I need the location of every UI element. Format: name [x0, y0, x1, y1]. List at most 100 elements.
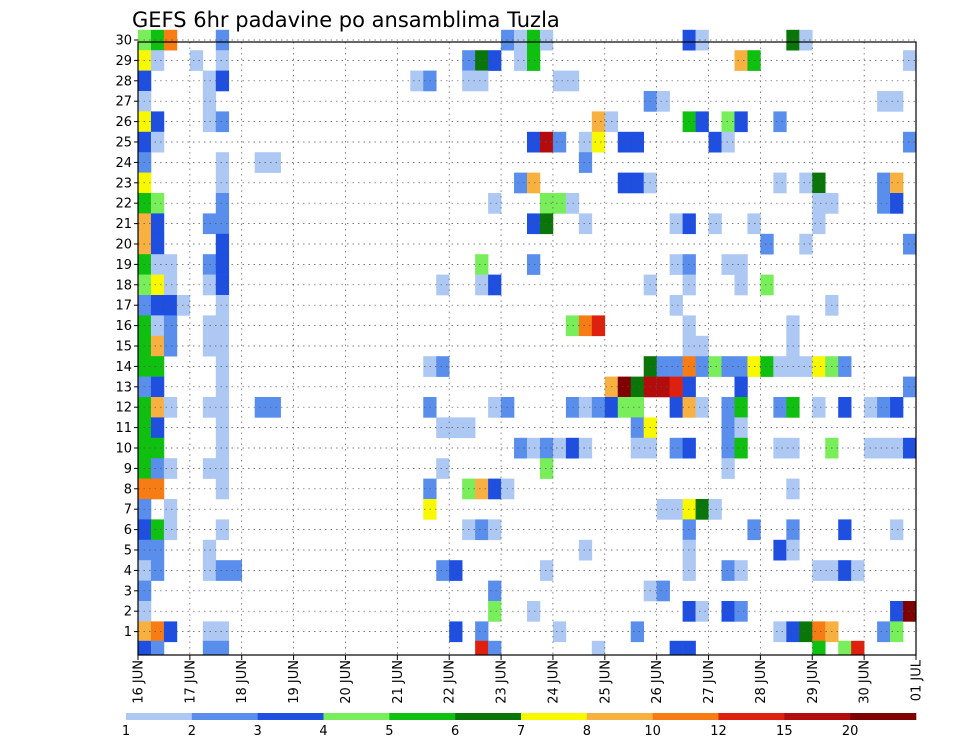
legend-label: 2: [188, 724, 196, 739]
heatmap-cell: [514, 172, 528, 194]
heatmap-cell: [669, 295, 683, 316]
heatmap-cell: [630, 621, 644, 643]
heatmap-cell: [539, 29, 554, 51]
heatmap-cell: [514, 50, 528, 71]
legend-swatch: [586, 713, 653, 720]
heatmap-cell: [851, 560, 865, 581]
heatmap-cell: [877, 397, 891, 418]
y-tick-label: 20: [115, 238, 132, 253]
y-tick-label: 8: [124, 482, 132, 497]
heatmap-cell: [812, 640, 826, 655]
heatmap-cell: [475, 70, 489, 92]
heatmap-cell: [163, 519, 178, 541]
heatmap-cell: [150, 417, 165, 439]
heatmap-cell: [475, 254, 489, 275]
heatmap-cell: [773, 172, 787, 194]
heatmap-cell: [734, 417, 748, 439]
heatmap-cell: [527, 213, 541, 235]
x-tick-label: 21 JUN: [391, 660, 406, 704]
heatmap-cell: [215, 29, 230, 51]
heatmap-cell: [734, 376, 748, 398]
legend-swatch: [257, 713, 324, 720]
heatmap-cell: [150, 478, 165, 500]
heatmap-cell: [773, 111, 787, 133]
heatmap-cell: [150, 193, 165, 214]
legend-swatch: [784, 713, 851, 720]
heatmap-cell: [150, 111, 165, 133]
heatmap-cell: [202, 640, 217, 655]
heatmap-cell: [488, 50, 502, 71]
heatmap-cell: [578, 397, 593, 418]
heatmap-cell: [591, 131, 606, 153]
heatmap-cell: [527, 437, 541, 459]
heatmap-cell: [215, 335, 230, 357]
heatmap-cell: [150, 233, 165, 255]
heatmap-cell: [890, 397, 904, 418]
heatmap-cell: [669, 640, 683, 655]
heatmap-cell: [202, 91, 217, 112]
heatmap-cell: [669, 356, 683, 377]
heatmap-cell: [150, 539, 165, 561]
heatmap-cell: [163, 335, 178, 357]
legend-label: 20: [842, 724, 859, 739]
heatmap-cell: [630, 131, 644, 153]
legend-swatch: [191, 713, 258, 720]
heatmap-cell: [539, 193, 554, 214]
x-tick-label: 17 JUN: [183, 660, 198, 704]
x-tick-label: 19 JUN: [287, 660, 302, 704]
heatmap-cell: [552, 193, 567, 214]
heatmap-cell: [721, 437, 735, 459]
heatmap-cell: [578, 131, 593, 153]
heatmap-cell: [760, 233, 774, 255]
y-tick-label: 9: [124, 462, 132, 477]
x-tick-label: 16 JUN: [132, 660, 147, 704]
heatmap-cell: [734, 356, 748, 377]
legend-label: 8: [583, 724, 591, 739]
heatmap-cell: [708, 213, 722, 235]
heatmap-cell: [734, 601, 748, 622]
heatmap-cell: [436, 560, 450, 581]
legend-label: 12: [710, 724, 727, 739]
heatmap-cell: [202, 254, 217, 275]
heatmap-cell: [488, 519, 502, 541]
heatmap-cell: [527, 29, 541, 51]
heatmap-cell: [903, 601, 917, 622]
heatmap-cell: [734, 560, 748, 581]
heatmap-cell: [695, 111, 709, 133]
heatmap-cell: [695, 356, 709, 377]
y-tick-label: 6: [124, 523, 132, 538]
heatmap-cell: [215, 458, 230, 479]
y-tick-label: 23: [115, 176, 132, 191]
heatmap-cell: [721, 601, 735, 622]
heatmap-cell: [903, 437, 917, 459]
y-tick-label: 30: [115, 34, 132, 49]
heatmap-cell: [163, 254, 178, 275]
heatmap-cell: [799, 29, 813, 51]
heatmap-cell: [539, 560, 554, 581]
heatmap-cell: [150, 213, 165, 235]
heatmap-cell: [488, 580, 502, 602]
heatmap-cell: [734, 50, 748, 71]
heatmap-cell: [176, 295, 191, 316]
heatmap-cell: [150, 29, 165, 51]
y-tick-label: 17: [115, 299, 132, 314]
heatmap-cell: [138, 640, 152, 655]
heatmap-cell: [150, 640, 165, 655]
heatmap-cell: [760, 356, 774, 377]
heatmap-cell: [215, 152, 230, 173]
heatmap-cell: [475, 519, 489, 541]
heatmap-cell: [436, 458, 450, 479]
legend-label: 10: [644, 724, 661, 739]
heatmap-cell: [527, 254, 541, 275]
heatmap-cell: [617, 397, 632, 418]
heatmap-cell: [163, 499, 178, 520]
heatmap-cell: [734, 437, 748, 459]
heatmap-cell: [150, 437, 165, 459]
heatmap-cell: [215, 356, 230, 377]
heatmap-cell: [215, 315, 230, 337]
heatmap-cell: [150, 621, 165, 643]
heatmap-cell: [150, 560, 165, 581]
heatmap-cell: [215, 254, 230, 275]
heatmap-cell: [760, 274, 774, 296]
legend-label: 3: [254, 724, 262, 739]
